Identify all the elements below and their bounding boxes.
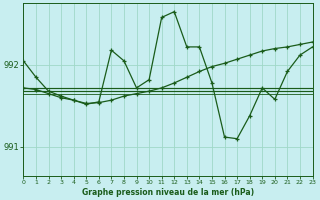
X-axis label: Graphe pression niveau de la mer (hPa): Graphe pression niveau de la mer (hPa): [82, 188, 254, 197]
